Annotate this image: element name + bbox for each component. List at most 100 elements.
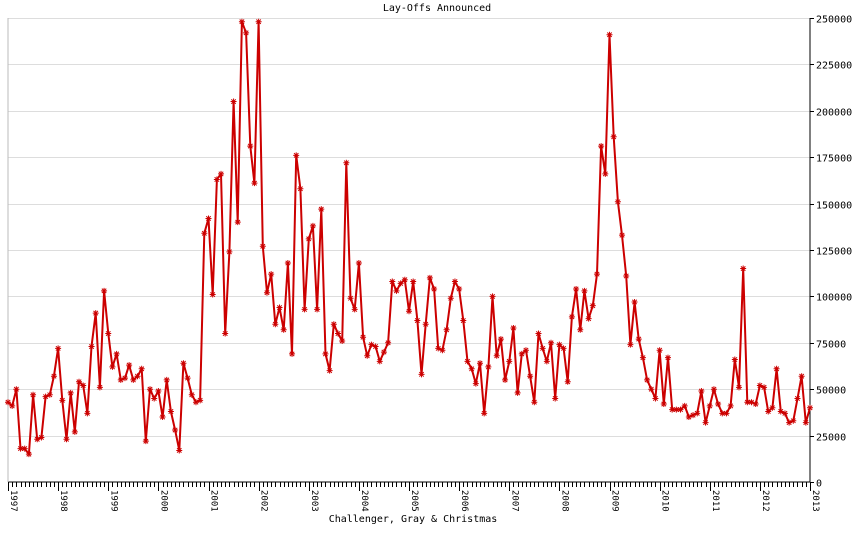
data-point	[117, 376, 124, 383]
x-tick-label: 2013	[810, 490, 820, 512]
data-point	[151, 395, 158, 402]
x-tick-label: 1998	[58, 490, 68, 512]
data-point	[685, 414, 692, 421]
y-tick-label: 200000	[816, 108, 852, 119]
data-point	[660, 401, 667, 408]
data-point	[593, 271, 600, 278]
data-point	[556, 341, 563, 348]
y-tick-label: 250000	[816, 15, 852, 26]
data-point	[472, 380, 479, 387]
data-point	[30, 391, 37, 398]
data-point	[735, 384, 742, 391]
data-point	[552, 395, 559, 402]
data-point	[493, 352, 500, 359]
data-point	[209, 291, 216, 298]
data-point	[406, 308, 412, 315]
data-point	[502, 376, 509, 383]
data-point	[163, 376, 170, 383]
data-point	[648, 386, 655, 393]
data-point	[389, 278, 396, 285]
data-point	[67, 389, 74, 396]
data-point	[769, 404, 776, 411]
x-tick-label: 2006	[459, 490, 469, 512]
data-point	[706, 402, 713, 409]
data-point	[376, 358, 383, 365]
data-point	[385, 339, 392, 346]
data-point	[46, 391, 53, 398]
data-point	[614, 198, 621, 205]
data-point	[343, 159, 350, 166]
data-point	[669, 406, 676, 413]
y-tick-label: 175000	[816, 154, 852, 165]
data-point	[34, 436, 41, 443]
data-point	[105, 330, 112, 337]
data-point	[159, 414, 166, 421]
x-tick-label: 2000	[158, 490, 168, 512]
data-point	[401, 276, 408, 283]
x-tick-label: 2012	[760, 490, 770, 512]
data-point	[314, 306, 321, 313]
data-point	[464, 358, 471, 365]
data-point	[326, 367, 333, 374]
data-point	[155, 388, 162, 395]
data-point	[506, 358, 513, 365]
data-point	[485, 363, 492, 370]
data-point	[807, 404, 813, 411]
data-point	[752, 401, 759, 408]
x-tick-label: 2007	[509, 490, 519, 512]
x-tick-label: 2001	[209, 490, 219, 512]
data-point	[744, 399, 751, 406]
y-tick-label: 125000	[816, 247, 852, 258]
data-point	[451, 278, 458, 285]
data-point	[380, 349, 387, 356]
data-point	[418, 371, 425, 378]
data-point	[765, 408, 772, 415]
data-point	[71, 428, 78, 435]
data-point	[276, 304, 283, 311]
data-point	[397, 280, 404, 287]
data-point	[339, 337, 346, 344]
x-tick-label: 2011	[710, 490, 720, 512]
data-point	[639, 354, 646, 361]
x-tick-label: 2009	[610, 490, 620, 512]
y-tick-label: 225000	[816, 61, 852, 72]
data-point	[130, 376, 137, 383]
data-point	[360, 334, 367, 341]
data-point	[305, 235, 312, 242]
data-point	[309, 222, 316, 229]
data-point	[564, 378, 571, 385]
data-point	[226, 248, 233, 255]
data-point	[101, 287, 108, 294]
y-tick-label: 150000	[816, 201, 852, 212]
data-point	[393, 287, 400, 294]
data-point	[50, 373, 57, 380]
data-point	[9, 402, 16, 409]
data-point	[673, 406, 680, 413]
data-point	[238, 18, 245, 25]
data-point	[731, 356, 738, 363]
data-point	[756, 382, 763, 389]
data-point	[761, 384, 768, 391]
data-point	[468, 365, 475, 372]
data-point	[113, 350, 120, 357]
data-point	[573, 285, 580, 292]
data-point	[134, 373, 141, 380]
data-point	[251, 180, 258, 187]
data-point	[205, 215, 212, 222]
data-point	[719, 410, 726, 417]
data-point	[698, 388, 705, 395]
data-point	[652, 395, 659, 402]
data-point	[447, 295, 454, 302]
data-point	[681, 402, 688, 409]
data-point	[531, 399, 538, 406]
data-point	[535, 330, 542, 337]
data-point	[522, 347, 529, 354]
data-point	[510, 324, 517, 331]
data-point	[172, 427, 179, 434]
series-layer	[5, 18, 813, 458]
data-point	[435, 345, 442, 352]
data-point	[88, 343, 95, 350]
data-point	[42, 393, 49, 400]
data-point	[790, 417, 797, 424]
